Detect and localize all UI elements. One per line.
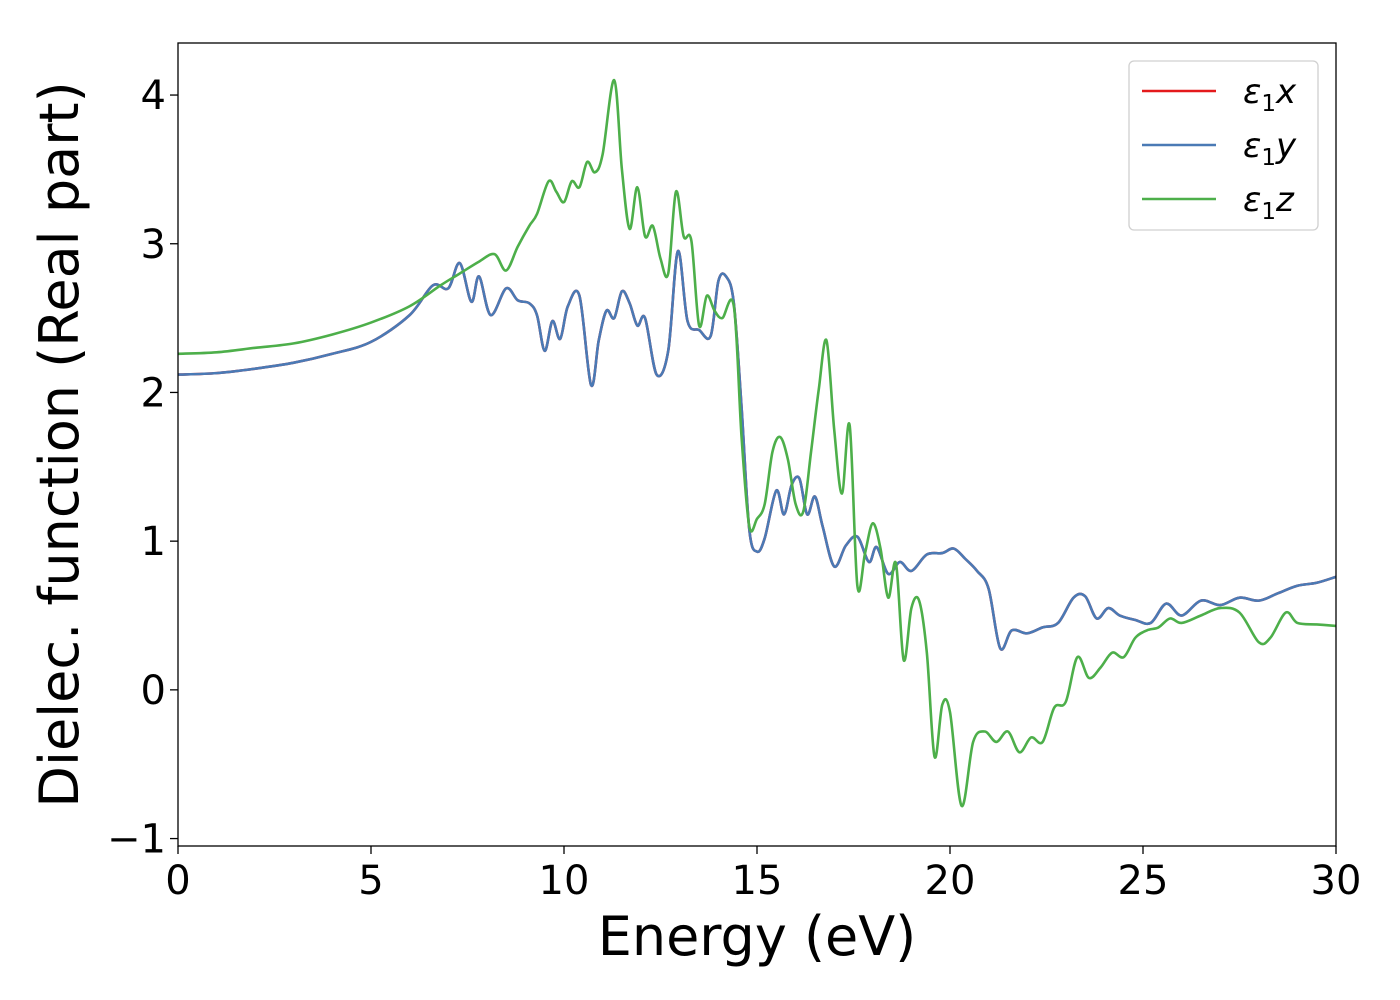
legend: ε1x ε1y ε1z bbox=[1128, 60, 1319, 231]
series-line-y bbox=[178, 249, 1336, 651]
x-tick-label: 10 bbox=[539, 858, 590, 904]
legend-label-z: ε1z bbox=[1243, 180, 1295, 225]
y-tick-label: 1 bbox=[141, 519, 166, 565]
legend-box bbox=[1128, 60, 1319, 231]
y-tick-label: 2 bbox=[141, 370, 166, 416]
legend-label-y: ε1y bbox=[1243, 126, 1297, 171]
y-tick-label: 3 bbox=[141, 222, 166, 268]
x-tick-label: 5 bbox=[358, 858, 383, 904]
series-line-z bbox=[178, 78, 1336, 808]
x-tick-label: 25 bbox=[1118, 858, 1169, 904]
x-tick-label: 15 bbox=[732, 858, 783, 904]
y-axis-label: Dielec. function (Real part) bbox=[28, 81, 91, 807]
x-tick-label: 30 bbox=[1311, 858, 1362, 904]
x-axis-label: Energy (eV) bbox=[598, 905, 917, 968]
y-tick-label: 0 bbox=[141, 668, 166, 714]
x-tick-label: 0 bbox=[165, 858, 190, 904]
series-layer bbox=[178, 78, 1336, 808]
x-tick-label: 20 bbox=[925, 858, 976, 904]
y-tick-label: 4 bbox=[141, 73, 166, 119]
y-tick-label: −1 bbox=[107, 817, 166, 863]
legend-label-x: ε1x bbox=[1243, 72, 1297, 117]
